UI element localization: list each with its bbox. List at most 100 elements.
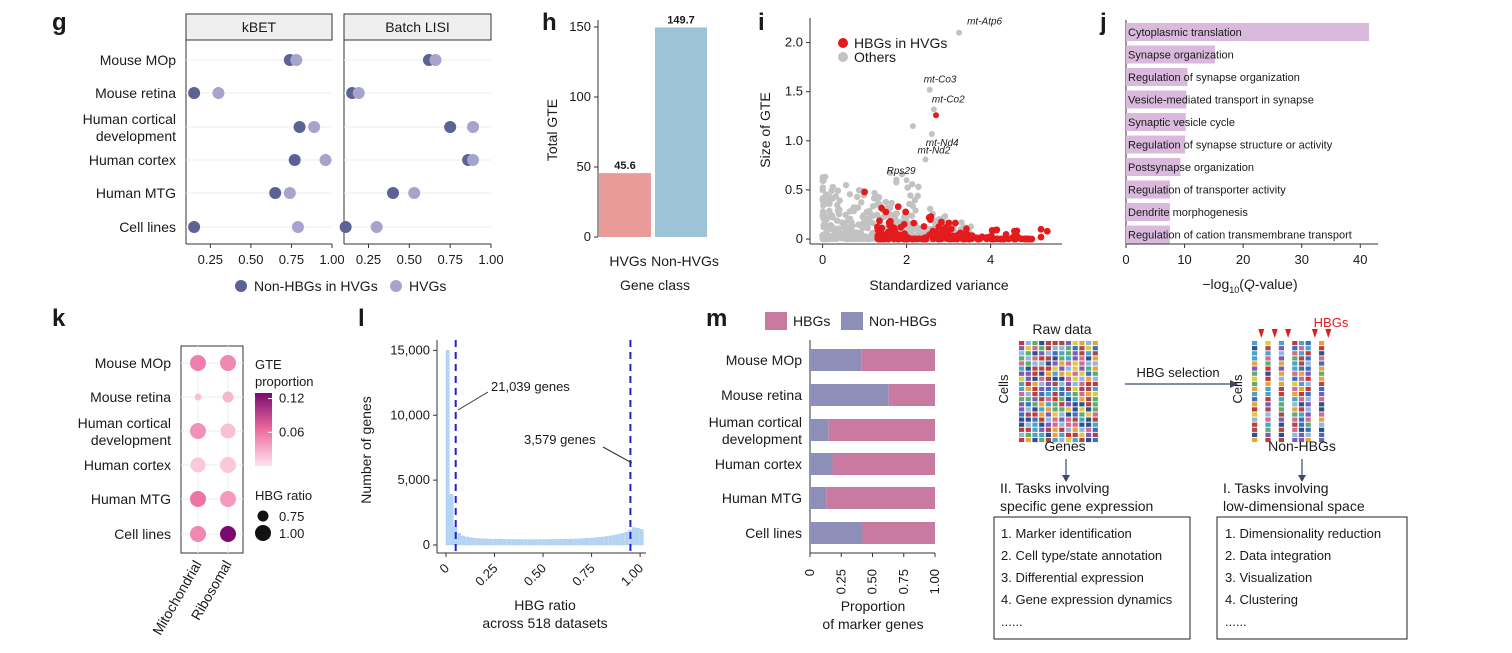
histogram-bin bbox=[581, 538, 586, 546]
histogram-bin bbox=[585, 538, 590, 546]
bar-non-hbgs bbox=[810, 522, 863, 544]
heatmap-frame bbox=[180, 345, 244, 554]
matrix-cell bbox=[1258, 392, 1264, 397]
matrix-cell bbox=[1319, 356, 1325, 361]
point-others bbox=[859, 225, 866, 232]
dot-hvgs bbox=[370, 221, 383, 233]
legend-swatch bbox=[838, 52, 848, 62]
x-tick-label: 0 bbox=[1122, 252, 1129, 267]
matrix-cell bbox=[1065, 392, 1072, 397]
term-bar bbox=[1126, 180, 1170, 199]
matrix-cell bbox=[1052, 392, 1058, 397]
matrix-cell bbox=[1039, 381, 1045, 386]
matrix-cell bbox=[1039, 407, 1045, 412]
legend-swatch bbox=[235, 280, 247, 292]
right-task-item: ...... bbox=[1225, 614, 1247, 629]
matrix-cell bbox=[1265, 392, 1271, 397]
x-tick-label: 1.00 bbox=[927, 569, 942, 594]
matrix-cell bbox=[1285, 376, 1291, 381]
point-hbgs-in-hvgs bbox=[1037, 233, 1045, 241]
matrix-cell bbox=[1072, 341, 1078, 346]
x-axis-label: −log10(Q-value) bbox=[1202, 276, 1297, 295]
histogram-bin bbox=[589, 537, 594, 546]
matrix-cell bbox=[1298, 341, 1305, 346]
bar-value-label: 45.6 bbox=[614, 160, 635, 172]
point-hbgs-in-hvgs bbox=[1012, 229, 1020, 236]
matrix-cell bbox=[1258, 376, 1264, 381]
point-others bbox=[841, 228, 849, 236]
point-others bbox=[838, 219, 846, 226]
matrix-cell bbox=[1019, 361, 1025, 366]
matrix-cell bbox=[1312, 361, 1318, 366]
point-hbgs-in-hvgs bbox=[988, 227, 996, 234]
matrix-cell bbox=[1278, 366, 1284, 371]
matrix-cell bbox=[1298, 432, 1305, 437]
matrix-cell bbox=[1272, 417, 1278, 422]
matrix-cell bbox=[1298, 427, 1305, 432]
matrix-cell bbox=[1079, 376, 1085, 381]
matrix-cell bbox=[1039, 422, 1045, 427]
matrix-cell bbox=[1272, 381, 1278, 386]
histogram-bin bbox=[461, 535, 466, 546]
x-tick-label: 0.75 bbox=[438, 252, 463, 267]
matrix-cell bbox=[1079, 417, 1085, 422]
legend-swatch bbox=[838, 38, 848, 48]
right-tasks-box bbox=[1216, 516, 1408, 640]
matrix-cell bbox=[1325, 422, 1331, 427]
matrix-cell bbox=[1312, 371, 1318, 376]
matrix-cell bbox=[1039, 366, 1045, 371]
matrix-cell bbox=[1025, 371, 1031, 376]
matrix-cell bbox=[1032, 361, 1038, 366]
x-tick-label: 30 bbox=[1294, 252, 1308, 267]
matrix-cell bbox=[1278, 381, 1284, 386]
heat-dot bbox=[190, 355, 206, 371]
matrix-cell bbox=[1045, 402, 1051, 407]
y-tick-label: 50 bbox=[577, 159, 591, 174]
matrix-cell bbox=[1285, 351, 1291, 356]
matrix-cell bbox=[1319, 381, 1325, 386]
point-others bbox=[866, 235, 873, 242]
matrix-cell bbox=[1045, 392, 1051, 397]
matrix-cell bbox=[1285, 356, 1291, 361]
point-others bbox=[907, 192, 914, 199]
matrix-cell bbox=[1092, 381, 1098, 386]
matrix-cell bbox=[1312, 366, 1318, 371]
non-hbgs-label: Non-HBGs bbox=[1268, 438, 1336, 454]
matrix-cell bbox=[1039, 361, 1045, 366]
matrix-cell bbox=[1025, 407, 1031, 412]
matrix-cell bbox=[1025, 346, 1031, 351]
matrix-cell bbox=[1039, 402, 1045, 407]
matrix-cell bbox=[1019, 376, 1025, 381]
right-task-item: 2. Data integration bbox=[1225, 548, 1331, 563]
matrix-cell bbox=[1298, 437, 1305, 443]
matrix-cell bbox=[1298, 417, 1305, 422]
matrix-cell bbox=[1032, 432, 1038, 437]
panel-label-h: h bbox=[542, 9, 557, 36]
legend-title: HBG ratio bbox=[255, 488, 312, 503]
matrix-cell bbox=[1052, 341, 1058, 346]
gene-annotation: Rps29 bbox=[887, 166, 916, 177]
matrix-cell bbox=[1059, 422, 1065, 427]
matrix-cell bbox=[1265, 417, 1271, 422]
matrix-cell bbox=[1312, 376, 1318, 381]
point-others bbox=[864, 224, 871, 232]
histogram-bin bbox=[632, 527, 636, 546]
right-task-item: 1. Dimensionality reduction bbox=[1225, 526, 1381, 541]
matrix-cell bbox=[1032, 371, 1038, 376]
matrix-cell bbox=[1025, 427, 1031, 432]
point-others bbox=[840, 234, 847, 241]
matrix-cell bbox=[1052, 412, 1058, 417]
point-hbgs-in-hvgs bbox=[897, 223, 905, 231]
matrix-cell bbox=[1272, 386, 1278, 392]
point-others bbox=[820, 211, 827, 219]
point-hbgs-in-hvgs bbox=[1023, 235, 1031, 243]
y-tick-label: 5,000 bbox=[397, 472, 430, 487]
matrix-cell bbox=[1086, 397, 1092, 402]
matrix-cell bbox=[1059, 366, 1065, 371]
point-hbgs-in-hvgs bbox=[1043, 227, 1051, 235]
point-others bbox=[893, 210, 901, 217]
histogram-bin bbox=[550, 539, 555, 546]
matrix-cell bbox=[1305, 407, 1311, 412]
matrix-cell bbox=[1065, 351, 1072, 356]
